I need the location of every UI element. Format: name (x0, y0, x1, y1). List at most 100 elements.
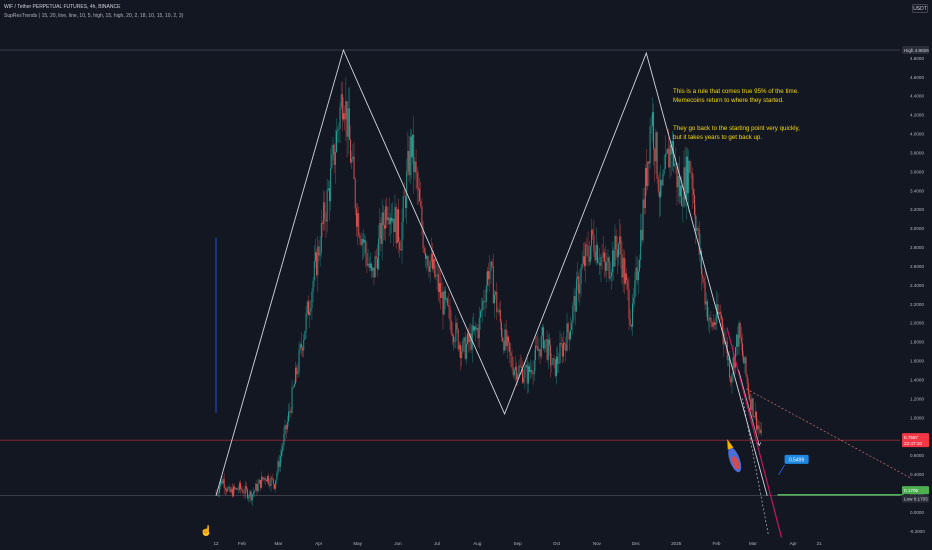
candle (633, 298, 635, 304)
candle (566, 323, 568, 351)
candle (372, 267, 374, 271)
rocket-flame (727, 439, 734, 450)
candle (640, 229, 642, 260)
candle (263, 477, 265, 480)
candle (414, 161, 416, 173)
candle (338, 128, 340, 130)
candle (494, 294, 495, 304)
callout-label: 0.5499 (789, 458, 805, 464)
candle (355, 208, 357, 227)
candle (220, 480, 222, 487)
candle (455, 322, 457, 342)
candle (426, 256, 428, 259)
projection-line-upper[interactable] (746, 388, 913, 480)
y-tick-label: 4.6000 (910, 75, 924, 80)
candle (229, 487, 231, 492)
candle (523, 377, 525, 383)
downtrend-line[interactable] (726, 327, 783, 538)
candle (488, 271, 490, 280)
candle (227, 488, 229, 492)
candle (290, 411, 292, 413)
projection-line-lower[interactable] (742, 398, 769, 536)
candle (636, 267, 638, 281)
candle (688, 160, 690, 194)
current-price-marker-box[interactable] (902, 433, 929, 448)
high-marker-box[interactable] (902, 46, 929, 55)
candle (429, 261, 431, 272)
candle (254, 490, 256, 493)
candle (380, 222, 382, 245)
candle (495, 291, 497, 295)
candle (446, 298, 447, 300)
candle (628, 289, 630, 319)
candle (306, 301, 308, 313)
annotation-block-2[interactable]: They go back to the starting point very … (673, 124, 800, 142)
candle (453, 335, 454, 342)
y-tick-label: 3.6000 (910, 169, 924, 174)
candle (375, 256, 377, 259)
candle (606, 262, 608, 271)
candle (683, 167, 685, 207)
candle (502, 336, 504, 341)
candle (756, 411, 757, 430)
currency-button[interactable]: USDT (912, 4, 928, 13)
x-tick-label: Dec (632, 541, 641, 546)
candle (675, 163, 677, 165)
arrow-line[interactable] (738, 369, 760, 446)
y-tick-label: 4.0000 (910, 132, 924, 137)
candle (716, 304, 718, 323)
candle (371, 263, 373, 271)
candle (735, 346, 736, 368)
support-marker-text: 0.1705 (904, 488, 918, 493)
candle (618, 243, 619, 258)
x-tick-label: Aug (473, 541, 482, 546)
candle (333, 144, 335, 165)
candle (413, 134, 415, 173)
candle (586, 244, 588, 247)
candle (405, 196, 406, 208)
candle (326, 189, 328, 222)
candle (616, 249, 618, 258)
candle (228, 487, 230, 489)
candle (479, 311, 481, 318)
current-price-marker-text: 0.7587 (904, 435, 918, 440)
candle (745, 357, 747, 376)
candle (691, 172, 693, 190)
symbol-title[interactable]: WIF / Tether PERPETUAL FUTURES, 4h, BINA… (4, 4, 121, 10)
candle (468, 333, 470, 343)
candle (481, 309, 483, 312)
candle (729, 358, 731, 378)
candle (399, 241, 401, 250)
candle (353, 156, 355, 180)
candle (646, 167, 648, 187)
candle (649, 126, 651, 164)
candle (462, 341, 464, 352)
candle (248, 496, 250, 499)
candle (527, 366, 529, 384)
pattern-zigzag-line[interactable] (215, 48, 768, 496)
candle (572, 305, 574, 323)
candle (630, 325, 632, 327)
low-marker-box[interactable] (902, 494, 929, 503)
support-marker-box[interactable] (902, 486, 929, 495)
candle (641, 229, 643, 241)
candle (477, 328, 479, 339)
candle (516, 366, 518, 380)
candle (424, 252, 426, 259)
candle (331, 154, 333, 169)
candle (506, 336, 508, 347)
candle (450, 320, 452, 334)
candle (428, 265, 430, 272)
candle (271, 477, 273, 479)
y-tick-label: 2.4000 (910, 283, 924, 288)
rocket-window (732, 456, 740, 470)
indicator-legend[interactable]: SupResTrends ( 15, 20, line, line, 10, 5… (4, 13, 184, 19)
candle (593, 235, 595, 252)
callout-box[interactable] (784, 454, 809, 464)
annotation-block-1[interactable]: This is a rule that comes true 95% of th… (673, 87, 799, 105)
candle (367, 263, 369, 266)
candle (256, 484, 258, 492)
candle (732, 356, 734, 375)
candle (585, 244, 587, 267)
